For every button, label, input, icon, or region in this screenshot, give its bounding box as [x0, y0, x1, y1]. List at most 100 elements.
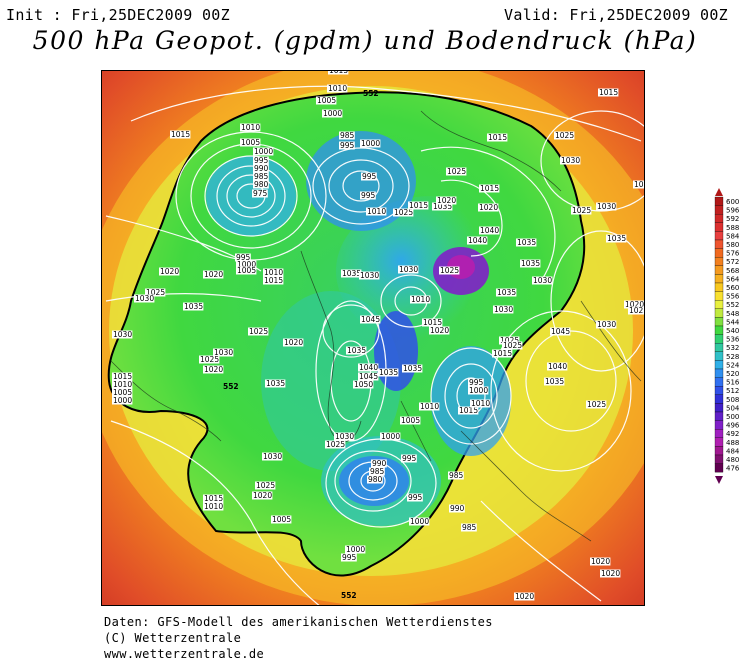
legend-swatch: [714, 394, 724, 404]
pressure-label-bg: [560, 156, 581, 165]
pressure-labels: 1015101010051000101510101005100099599098…: [112, 71, 644, 601]
pressure-label-bg: [628, 306, 644, 315]
legend-value: 528: [726, 353, 739, 361]
pressure-label-bg: [493, 305, 514, 314]
pressure-label: 1035: [184, 302, 203, 311]
pressure-label-bg: [235, 253, 251, 262]
legend-swatch: [714, 248, 724, 258]
pressure-label: 1010: [420, 402, 439, 411]
pressure-label-bg: [253, 147, 274, 156]
pressure-label-bg: [359, 271, 380, 280]
pressure-label-bg: [236, 260, 257, 269]
pressure-label-bg: [345, 545, 366, 554]
legend-value: 552: [726, 301, 739, 309]
pressure-label: 995: [361, 191, 376, 200]
pressure-label: 1035: [545, 377, 564, 386]
pressure-label: 980: [254, 180, 269, 189]
pressure-label: 1040: [468, 236, 487, 245]
pressure-label-bg: [252, 189, 268, 198]
pressure-label: 1010: [113, 380, 132, 389]
pressure-label-bg: [159, 267, 180, 276]
pressure-label-bg: [492, 349, 513, 358]
pressure-label-bg: [554, 131, 575, 140]
pressure-label-bg: [586, 400, 607, 409]
legend-value: 496: [726, 422, 740, 430]
pressure-label: 990: [450, 504, 465, 513]
contour-552-label-bottom: 552: [341, 591, 357, 600]
pressure-label-bg: [203, 502, 224, 511]
pressure-label: 1015: [264, 276, 283, 285]
pressure-label-bg: [112, 396, 133, 405]
pressure-label-bg: [240, 123, 261, 132]
pressure-label-bg: [547, 362, 568, 371]
pressure-label-bg: [360, 191, 376, 200]
legend-value: 500: [726, 413, 739, 421]
pressure-label-bg: [380, 432, 401, 441]
pressure-label: 995: [469, 378, 484, 387]
legend-value: 492: [726, 430, 739, 438]
pressure-label-bg: [248, 327, 269, 336]
legend-swatch: [714, 291, 724, 301]
pressure-label: 1000: [254, 147, 273, 156]
pressure-label-bg: [446, 167, 467, 176]
pressure-label: 1035: [433, 202, 452, 211]
pressure-label-bg: [240, 138, 261, 147]
pressure-label-bg: [458, 406, 479, 415]
legend-swatch: [714, 446, 724, 456]
pressure-label-bg: [409, 517, 430, 526]
pressure-label-bg: [358, 372, 379, 381]
pressure-label: 1040: [480, 226, 499, 235]
pressure-label: 1005: [113, 388, 132, 397]
pressure-label-bg: [328, 71, 349, 75]
pressure-label: 1050: [354, 380, 373, 389]
pressure-label: 1030: [263, 452, 282, 461]
pressure-label-bg: [468, 378, 484, 387]
pressure-label: 995: [402, 454, 417, 463]
legend-swatch: [714, 257, 724, 266]
pressure-label: 1030: [214, 348, 233, 357]
pressure-label-bg: [429, 326, 450, 335]
pressure-label: 1030: [135, 294, 154, 303]
legend-swatch: [714, 463, 724, 473]
pressure-label-bg: [487, 133, 508, 142]
pressure-label-bg: [170, 130, 191, 139]
pressure-label-bg: [461, 523, 477, 532]
legend-value: 536: [726, 336, 740, 344]
pressure-label: 995: [362, 172, 377, 181]
pressure-label-bg: [341, 553, 357, 562]
footer-copyright: (C) Wetterzentrale: [104, 631, 242, 645]
legend-swatch: [714, 386, 724, 395]
valid-time: Valid: Fri,25DEC2009 00Z: [504, 6, 728, 24]
pressure-label-bg: [112, 388, 133, 397]
contour-552-label-left: 552: [223, 382, 239, 391]
pressure-label-bg: [253, 164, 269, 173]
legend-swatch: [714, 325, 724, 335]
map-canvas: 552 552 552 1015101010051000101510101005…: [102, 71, 644, 605]
legend-value: 576: [726, 250, 740, 258]
footer-url[interactable]: www.wetterzentrale.de: [104, 647, 265, 661]
pressure-label-bg: [436, 196, 457, 205]
pressure-label: 1000: [346, 545, 365, 554]
pressure-label: 1030: [597, 320, 616, 329]
pressure-label-bg: [255, 481, 276, 490]
legend-value: 488: [726, 439, 739, 447]
pressure-label: 1020: [284, 338, 303, 347]
legend-value: 568: [726, 267, 739, 275]
pressure-label: 1045: [551, 327, 570, 336]
pressure-label-bg: [448, 471, 464, 480]
pressure-label-bg: [470, 399, 491, 408]
pressure-label: 995: [340, 141, 355, 150]
legend-swatch: [714, 403, 724, 413]
legend-swatch: [714, 420, 724, 430]
pressure-label-bg: [252, 491, 273, 500]
pressure-label: 1035: [517, 238, 536, 247]
pressure-label-bg: [366, 207, 387, 216]
legend-value: 480: [726, 456, 739, 464]
pressure-label-bg: [439, 266, 460, 275]
legend-swatch: [714, 274, 724, 284]
pressure-label: 1010: [204, 502, 223, 511]
pressure-label: 985: [254, 172, 269, 181]
pressure-label-bg: [550, 327, 571, 336]
contour-552-label-top: 552: [363, 89, 379, 98]
pressure-label: 1015: [171, 130, 190, 139]
